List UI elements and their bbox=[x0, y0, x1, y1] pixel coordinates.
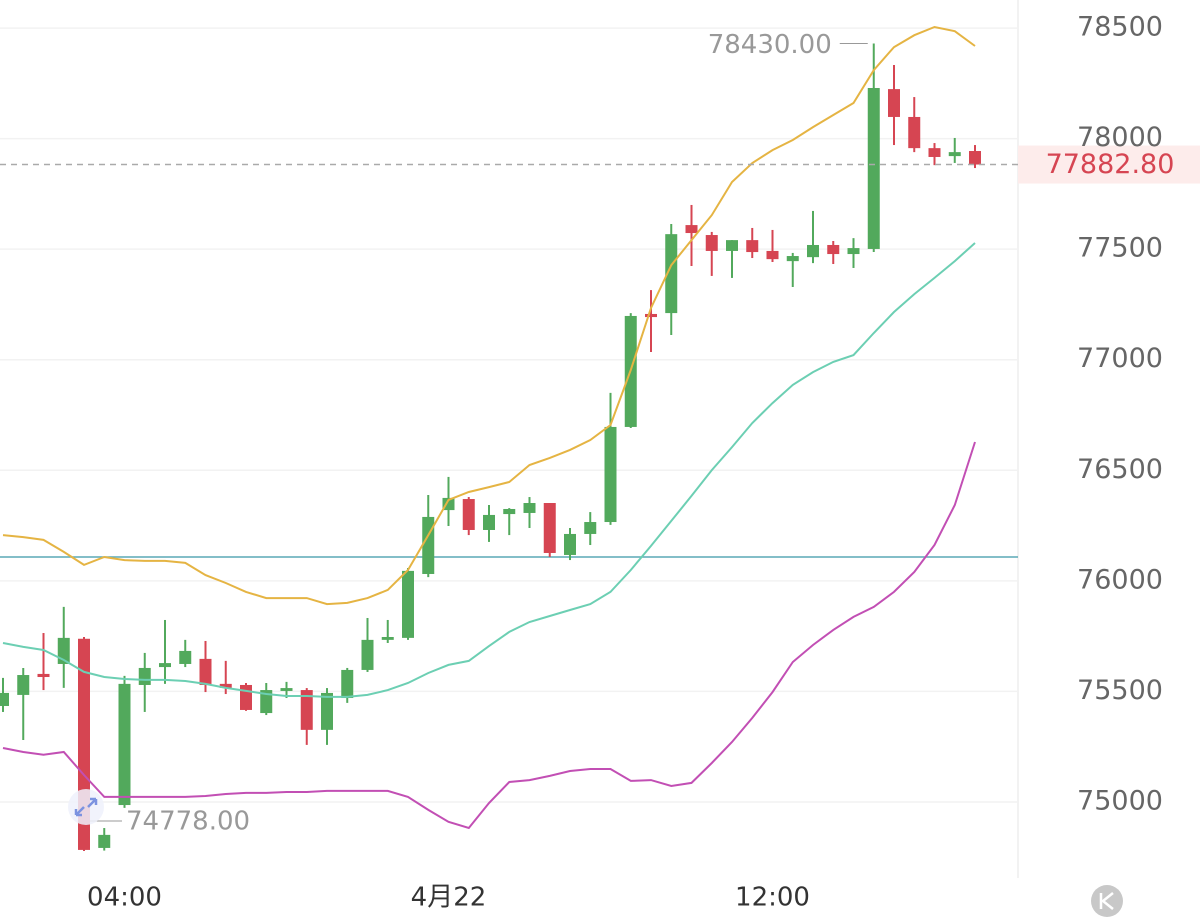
band-line bbox=[2, 242, 976, 698]
candle-body bbox=[98, 834, 111, 848]
candle-body bbox=[564, 533, 576, 555]
candle-body bbox=[219, 683, 232, 688]
candle-body bbox=[523, 503, 536, 513]
candle-body bbox=[138, 667, 151, 685]
candle-body bbox=[422, 516, 435, 574]
y-tick-label: 76000 bbox=[1077, 564, 1163, 595]
candle-body bbox=[240, 684, 252, 710]
candle-body bbox=[928, 148, 941, 157]
candle-body bbox=[948, 152, 961, 157]
x-tick-label: 12:00 bbox=[735, 883, 810, 913]
x-tick-label: 04:00 bbox=[87, 883, 162, 913]
annotations: 77882.80 78430.00 74778.00 bbox=[0, 30, 1200, 837]
candle-body bbox=[17, 675, 30, 695]
y-tick-label: 78000 bbox=[1077, 122, 1163, 153]
candle-body bbox=[908, 116, 921, 149]
candle-body bbox=[705, 235, 718, 251]
candle-body bbox=[766, 250, 779, 260]
band-line bbox=[2, 25, 976, 606]
x-tick-label: 4月22 bbox=[411, 883, 487, 913]
candle-body bbox=[199, 658, 212, 685]
candle-body bbox=[37, 673, 50, 678]
candle-body bbox=[685, 225, 698, 234]
k-glyph bbox=[1099, 892, 1114, 910]
k-button[interactable] bbox=[1091, 885, 1123, 917]
last-price-tag bbox=[1018, 145, 1200, 184]
candle-body bbox=[179, 650, 192, 664]
candle-body bbox=[159, 663, 171, 668]
candle-body bbox=[260, 690, 273, 714]
candle-body bbox=[847, 248, 860, 255]
candle-body bbox=[118, 683, 131, 806]
last-price-label: 77882.80 bbox=[1046, 149, 1175, 180]
candle-body bbox=[604, 426, 617, 523]
candle-body bbox=[300, 690, 313, 730]
candle-body bbox=[746, 240, 759, 253]
grid bbox=[0, 27, 1018, 803]
low-label: 74778.00 bbox=[126, 807, 250, 837]
low-icon bbox=[68, 789, 104, 826]
low-icon-arrows bbox=[74, 797, 98, 817]
y-tick-label: 77000 bbox=[1077, 343, 1163, 374]
candle-body bbox=[483, 514, 495, 530]
axes: 75000 75500 76000 76500 77000 77500 78000 78500… bbox=[87, 12, 1163, 913]
plot bbox=[0, 25, 1018, 852]
candle-body bbox=[462, 499, 475, 530]
y-tick-label: 75000 bbox=[1077, 785, 1163, 816]
candle-body bbox=[969, 151, 981, 165]
candle-body bbox=[402, 570, 414, 638]
y-tick-label: 75500 bbox=[1077, 675, 1163, 706]
candle-body bbox=[321, 692, 333, 730]
candle-body bbox=[645, 313, 657, 318]
candle-body bbox=[786, 256, 799, 262]
y-tick-label: 77500 bbox=[1077, 233, 1163, 264]
candle-body bbox=[503, 508, 516, 515]
candle-body bbox=[827, 244, 840, 255]
candle-body bbox=[888, 89, 900, 117]
candle-body bbox=[867, 87, 880, 249]
candle-body bbox=[280, 688, 293, 691]
candle-body bbox=[665, 234, 678, 314]
candle-body bbox=[361, 639, 374, 670]
candle-body bbox=[543, 503, 556, 553]
candle-body bbox=[726, 240, 738, 251]
candle-body bbox=[381, 636, 394, 640]
band-line bbox=[2, 441, 976, 830]
candle-body bbox=[341, 669, 354, 699]
y-tick-label: 76500 bbox=[1077, 454, 1163, 485]
candle-body bbox=[807, 244, 819, 258]
y-tick-label: 78500 bbox=[1077, 12, 1163, 43]
high-label: 78430.00 bbox=[708, 30, 832, 60]
candle-body bbox=[584, 522, 597, 534]
k-icon[interactable] bbox=[1091, 885, 1123, 917]
candle-body bbox=[0, 692, 9, 706]
